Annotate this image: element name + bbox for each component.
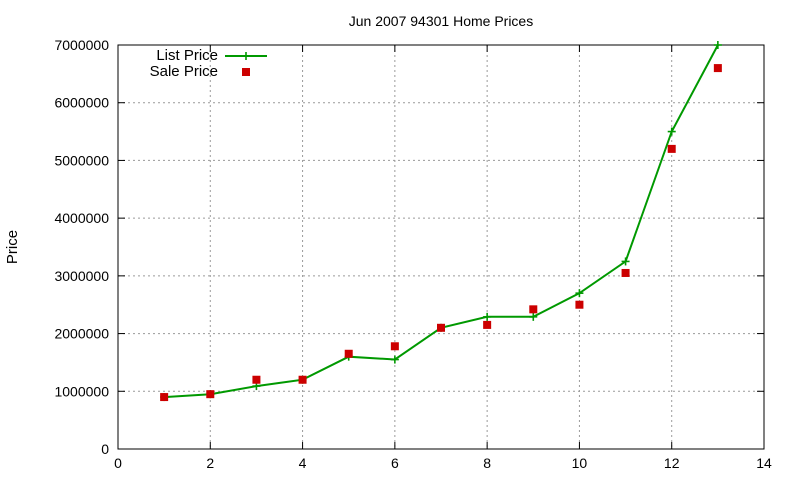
legend-label-sale-price: Sale Price (150, 63, 218, 80)
x-tick-label: 10 (572, 455, 588, 471)
y-tick-label: 4000000 (54, 210, 109, 226)
x-tick-label: 14 (756, 455, 772, 471)
sale-price-point (344, 349, 353, 358)
list-price-point (529, 312, 538, 321)
sale-price-point (390, 342, 399, 351)
sale-price-point (529, 305, 538, 314)
y-tick-label: 3000000 (54, 268, 109, 284)
list-price-point (575, 289, 584, 298)
sale-price-point (667, 144, 676, 153)
x-tick-label: 8 (483, 455, 491, 471)
sale-price-point (206, 390, 215, 399)
legend-marker-list-price (242, 52, 250, 60)
y-tick-label: 0 (101, 441, 109, 457)
tick-labels: 0 2 4 6 8 10 12 14 0 1000000 2000000 3000000 4000000… (54, 37, 772, 471)
x-tick-label: 6 (391, 455, 399, 471)
y-tick-label: 6000000 (54, 95, 109, 111)
legend: List Price Sale Price (150, 47, 267, 80)
list-price-point (483, 312, 492, 321)
sale-price-point (437, 323, 445, 332)
x-tick-label: 12 (664, 455, 680, 471)
sale-price-point (621, 268, 630, 277)
y-axis-label: Price (4, 230, 21, 264)
list-price-point (390, 355, 399, 364)
plot-frame (117, 44, 765, 450)
x-tick-label: 4 (299, 455, 307, 471)
sale-price-point (575, 300, 584, 309)
y-tick-label: 7000000 (54, 37, 109, 53)
y-tick-label: 2000000 (54, 326, 109, 342)
sale-price-point (160, 393, 169, 402)
legend-label-list-price: List Price (156, 47, 218, 64)
sale-price-point (713, 64, 722, 73)
list-price-point (713, 41, 722, 49)
sale-price-point (298, 375, 307, 384)
y-tick-label: 5000000 (54, 152, 109, 168)
chart-title: Jun 2007 94301 Home Prices (349, 13, 533, 29)
list-price-point (667, 127, 676, 136)
series-layer (160, 41, 722, 402)
x-tick-label: 2 (206, 455, 214, 471)
y-tick-label: 1000000 (54, 383, 109, 399)
list-price-point (621, 257, 630, 266)
x-tick-label: 0 (114, 455, 122, 471)
axis-ticks (117, 44, 765, 450)
sale-price-point (483, 320, 492, 329)
sale-price-point (252, 375, 261, 384)
legend-marker-sale-price (242, 68, 250, 76)
